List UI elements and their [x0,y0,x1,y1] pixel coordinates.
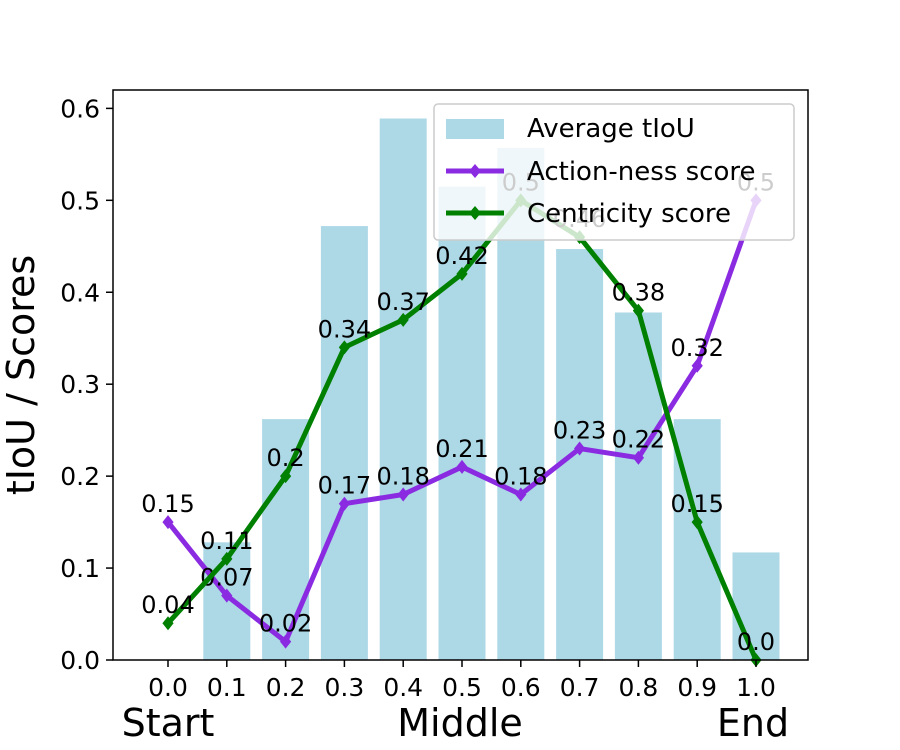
x-tick-label: 0.8 [619,673,659,702]
y-tick-label: 0.3 [60,370,100,399]
point-label: 0.23 [553,417,606,445]
diamond-point [632,450,644,465]
point-label: 0.22 [612,426,665,454]
legend-label: Average tIoU [527,114,695,144]
point-label: 0.18 [494,463,547,491]
legend-label: Centricity score [527,199,731,229]
x-tick-label: 0.9 [677,673,717,702]
x-tick-label: 0.6 [501,673,541,702]
diamond-point [338,340,350,355]
diamond-point [574,441,586,456]
diamond-point [221,551,233,566]
x-position-label: Middle [397,701,523,745]
diamond-point [691,358,703,373]
point-label: 0.17 [318,472,371,500]
x-tick-label: 0.0 [148,673,188,702]
bars-layer [203,118,780,660]
diamond-point [456,266,468,281]
y-tick-label: 0.4 [60,278,100,307]
point-label: 0.02 [259,610,312,638]
point-label: 0.0 [737,628,775,656]
diamond-point [162,616,174,631]
axes-layer: 0.0 0.1 0.2 0.3 0.4 0.5 0.6 0.0 0.1 0.2 0.3 0.4 0.5 0… [60,94,789,745]
point-label: 0.37 [376,288,429,316]
diamond-point [397,487,409,502]
point-label: 0.32 [670,334,723,362]
point-label: 0.38 [612,279,665,307]
x-tick-label: 0.1 [207,673,247,702]
point-label: 0.42 [435,242,488,270]
diamond-point [280,469,292,484]
point-label: 0.11 [200,527,253,555]
bar [438,186,486,660]
legend-swatch-marker [469,206,481,220]
point-label: 0.18 [376,463,429,491]
y-tick-label: 0.5 [60,186,100,215]
x-tick-label: 0.2 [266,673,306,702]
y-tick-label: 0.6 [60,94,100,123]
diamond-point [280,634,292,649]
x-tick-label: 0.3 [325,673,365,702]
bar [732,552,780,660]
point-label: 0.34 [318,315,371,343]
legend-swatch-marker [469,164,481,178]
point-label: 0.15 [670,490,723,518]
x-tick-label: 0.4 [383,673,423,702]
diamond-point [162,515,174,530]
legend-swatch-bar [446,119,504,139]
y-tick-label: 0.0 [60,646,100,675]
legend-box [433,103,795,241]
diamond-point [397,312,409,327]
y-axis-label: tIoU / Scores [0,255,43,495]
y-tick-label: 0.1 [60,554,100,583]
x-tick-label: 0.7 [560,673,600,702]
x-tick-label: 0.5 [442,673,482,702]
x-tick-label: 1.0 [736,673,776,702]
bar [320,226,368,660]
point-label: 0.2 [267,444,305,472]
diamond-point [456,459,468,474]
bar [262,419,310,660]
point-label: 0.04 [141,591,194,619]
x-position-label: Start [122,701,215,745]
bar [379,118,427,660]
diamond-point [338,496,350,511]
diamond-point [515,487,527,502]
legend: Average tIoU Action-ness score Centricity … [433,103,795,241]
legend-label: Action-ness score [527,157,756,187]
diamond-point [691,515,703,530]
point-label: 0.21 [435,435,488,463]
point-label: 0.15 [141,490,194,518]
x-position-label: End [717,701,789,745]
y-tick-label: 0.2 [60,462,100,491]
diamond-point [221,588,233,603]
diamond-point [632,303,644,318]
plot-frame [112,89,809,661]
